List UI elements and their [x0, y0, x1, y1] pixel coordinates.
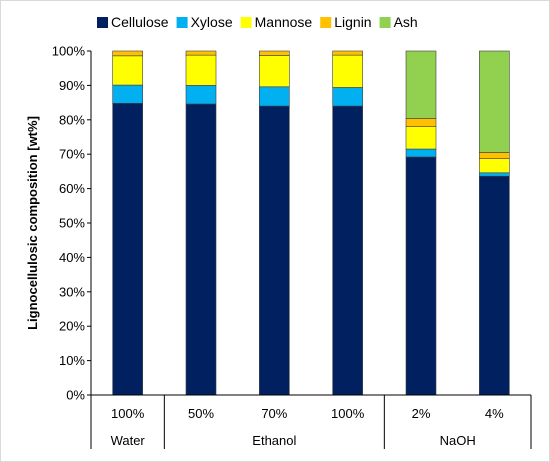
legend-label-mannose: Mannose: [255, 14, 313, 30]
x-category-label: 70%: [261, 406, 287, 421]
bar-segment-mannose: [112, 55, 143, 86]
y-tick-label: 60%: [59, 181, 85, 196]
y-tick-label: 0%: [66, 388, 85, 403]
bar-segment-xylose: [479, 172, 510, 177]
bar-segment-cellulose: [405, 156, 437, 396]
bar-segment-mannose: [332, 54, 363, 88]
bar-segment-mannose: [259, 55, 290, 88]
bar-segment-cellulose: [112, 102, 143, 396]
bar-segment-cellulose: [185, 103, 217, 396]
bar-segment-lignin: [405, 118, 437, 127]
legend-label-ash: Ash: [394, 14, 418, 30]
y-tick-label: 100%: [52, 44, 86, 59]
bar-segment-ash: [479, 50, 510, 153]
bar-segment-cellulose: [479, 175, 510, 396]
bar-segment-cellulose: [259, 105, 290, 396]
legend: Cellulose Xylose Mannose Lignin Ash: [97, 14, 418, 30]
legend-label-lignin: Lignin: [334, 14, 371, 30]
y-tick-label: 20%: [59, 319, 85, 334]
bar-segment-lignin: [479, 152, 510, 159]
y-tick-label: 80%: [59, 112, 85, 127]
legend-label-xylose: Xylose: [191, 14, 233, 30]
legend-swatch-ash: [379, 17, 391, 28]
bar-segment-mannose: [405, 126, 437, 150]
x-group-label: Water: [111, 433, 146, 448]
bar-segment-ash: [405, 50, 437, 119]
bar-segment-xylose: [332, 87, 363, 107]
bar-segment-xylose: [112, 84, 143, 104]
bar-segment-lignin: [112, 50, 143, 57]
legend-swatch-lignin: [320, 17, 332, 28]
x-category-label: 4%: [485, 406, 504, 421]
bar-segment-mannose: [479, 158, 510, 174]
bars: [112, 50, 510, 396]
bar-segment-mannose: [185, 54, 217, 86]
legend-swatch-xylose: [176, 17, 188, 28]
bar-segment-lignin: [332, 50, 363, 56]
legend-label-cellulose: Cellulose: [111, 14, 169, 30]
x-group-label: Ethanol: [252, 433, 296, 448]
bar-segment-xylose: [185, 85, 217, 105]
y-axis-ticks: 0% 10% 20% 30% 40% 50% 60% 70% 80% 90% 100%: [52, 44, 86, 403]
y-tick-label: 10%: [59, 353, 85, 368]
y-tick-label: 90%: [59, 78, 85, 93]
x-category-label: 50%: [188, 406, 214, 421]
axes: [87, 50, 531, 396]
x-axis-categories: 100% 50% 70% 100% 2% 4% Water Ethanol NaOH: [90, 395, 532, 449]
y-tick-label: 30%: [59, 284, 85, 299]
legend-swatch-mannose: [240, 17, 252, 28]
y-tick-label: 70%: [59, 147, 85, 162]
x-group-label: NaOH: [440, 433, 476, 448]
bar-segment-lignin: [185, 50, 217, 56]
legend-swatch-cellulose: [97, 17, 108, 28]
x-category-label: 100%: [331, 406, 365, 421]
bar-segment-xylose: [259, 86, 290, 107]
y-tick-label: 50%: [59, 216, 85, 231]
y-axis-label: Lignocellulosic composition [wt%]: [25, 116, 40, 330]
bar-segment-xylose: [405, 148, 437, 158]
bar-segment-lignin: [259, 50, 290, 56]
x-category-label: 2%: [412, 406, 431, 421]
y-tick-label: 40%: [59, 250, 85, 265]
bar-segment-cellulose: [332, 105, 363, 396]
x-category-label: 100%: [111, 406, 145, 421]
